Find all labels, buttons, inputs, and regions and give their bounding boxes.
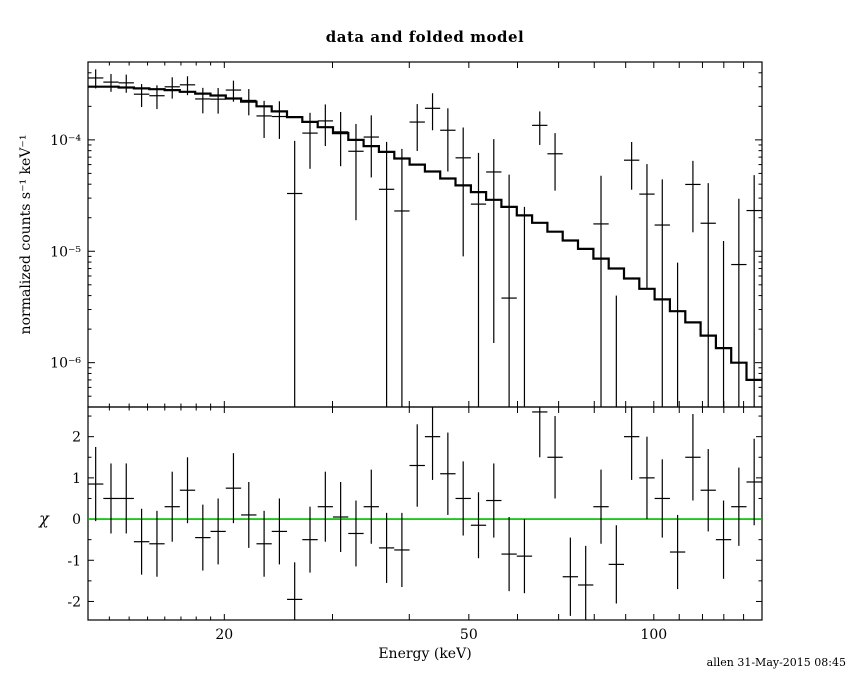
y-tick-label: 0 [72, 512, 81, 528]
x-tick-label: 50 [460, 627, 478, 643]
y-tick-label: 2 [72, 430, 81, 446]
y-tick-label: 10⁻⁴ [50, 133, 81, 149]
residual-data-points [88, 407, 762, 620]
residual-y-ticks: 2 1 0 -1 -2 [67, 415, 762, 610]
x-tick-label: 20 [215, 627, 233, 643]
axis-titles: Energy (keV) normalized counts s⁻¹ keV⁻¹ χ [18, 135, 472, 662]
model-step-line [88, 85, 762, 381]
y-tick-label: -1 [67, 553, 81, 569]
top-panel-box [87, 61, 763, 408]
residual-y-axis-title: χ [38, 509, 50, 528]
spectrum-y-ticks: 10⁻⁴ 10⁻⁵ 10⁻⁶ [50, 72, 762, 397]
spectrum-y-axis-title: normalized counts s⁻¹ keV⁻¹ [18, 135, 34, 335]
x-axis-ticks [108, 62, 745, 620]
y-tick-label: 10⁻⁶ [50, 356, 81, 372]
y-tick-label: -2 [67, 594, 81, 610]
x-tick-labels: 20 50 100 [215, 627, 667, 643]
spectrum-data-points [88, 69, 762, 407]
x-tick-label: 100 [640, 627, 667, 643]
plot-footer-timestamp: allen 31-May-2015 08:45 [706, 656, 846, 669]
x-axis-title: Energy (keV) [378, 646, 471, 662]
panel-borders [87, 61, 763, 621]
y-tick-label: 10⁻⁵ [50, 244, 81, 260]
plot-title: data and folded model [325, 28, 525, 46]
y-tick-label: 1 [72, 471, 81, 487]
bottom-panel-box [87, 406, 763, 621]
